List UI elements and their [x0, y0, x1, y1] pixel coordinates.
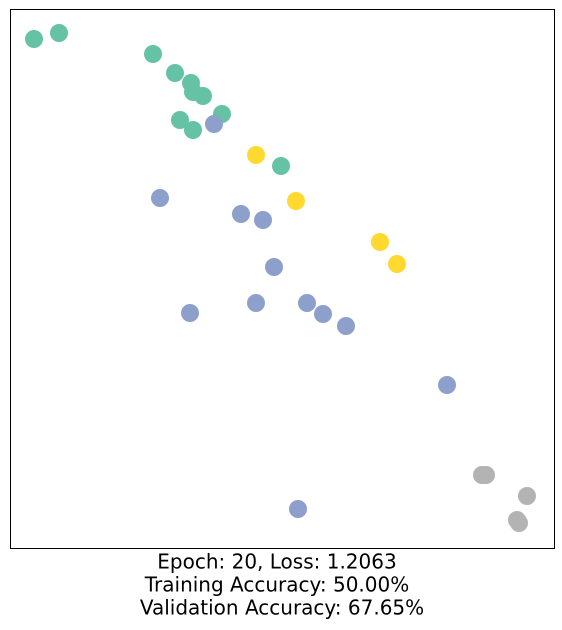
plot-frame — [10, 9, 555, 549]
point — [287, 192, 305, 210]
point — [25, 30, 43, 48]
point — [181, 304, 199, 322]
point — [254, 211, 272, 229]
point — [232, 205, 250, 223]
point — [194, 87, 212, 105]
point — [314, 305, 332, 323]
point — [171, 111, 189, 129]
point — [337, 317, 355, 335]
caption-line: Validation Accuracy: 67.65% — [140, 596, 424, 620]
point — [510, 514, 528, 532]
point — [205, 115, 223, 133]
point — [388, 255, 406, 273]
point — [477, 466, 495, 484]
point — [298, 294, 316, 312]
caption-line: Training Accuracy: 50.00% — [144, 573, 409, 597]
point — [184, 121, 202, 139]
point — [166, 64, 184, 82]
point — [144, 45, 162, 63]
point — [438, 376, 456, 394]
caption-line: Epoch: 20, Loss: 1.2063 — [157, 550, 396, 574]
point — [247, 294, 265, 312]
point — [265, 258, 283, 276]
point — [247, 146, 265, 164]
point — [272, 157, 290, 175]
point — [371, 233, 389, 251]
point — [289, 500, 307, 518]
point — [518, 487, 536, 505]
point — [50, 24, 68, 42]
point — [151, 189, 169, 207]
